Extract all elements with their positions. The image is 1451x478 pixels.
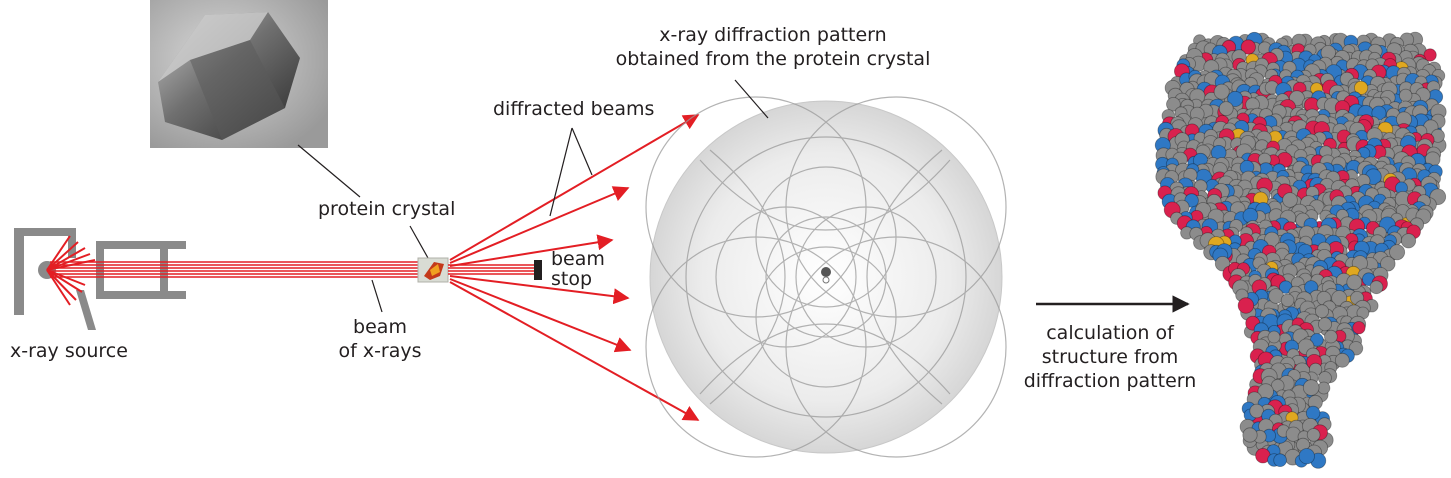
crystal-pointer-line (410, 226, 428, 258)
atom (1353, 322, 1365, 334)
calculation-label-line3: diffraction pattern (1005, 370, 1215, 392)
calculation-label-line1: calculation of (1005, 322, 1215, 344)
protein-crystal-photo (150, 0, 328, 148)
xray-beam (50, 262, 418, 277)
beam-pointer-line (372, 280, 382, 312)
atom (1325, 330, 1338, 343)
protein-space-filling-model (1155, 32, 1446, 468)
atom (1401, 234, 1415, 248)
pattern-title-line2: obtained from the protein crystal (603, 48, 943, 70)
atom (1318, 382, 1330, 394)
atom (1238, 298, 1254, 314)
atom (1370, 281, 1383, 294)
xray-source-apparatus (14, 228, 186, 330)
calculation-label-line2: structure from (1005, 346, 1215, 368)
transmitted-beam (448, 265, 534, 274)
atom (1299, 449, 1314, 464)
atom (1307, 429, 1320, 442)
protein-crystal (418, 258, 448, 282)
atom (1347, 275, 1362, 290)
atom (1214, 84, 1229, 99)
atom (1306, 406, 1320, 420)
photo-pointer-line (298, 145, 360, 197)
atom (1219, 102, 1233, 116)
diffracted-beams-pointer (550, 128, 592, 216)
protein-crystal-label: protein crystal (318, 198, 455, 220)
atom (1335, 353, 1349, 367)
beam-label-line1: beam (325, 316, 435, 338)
atom (1268, 331, 1280, 343)
atom (1399, 89, 1412, 102)
diffracted-beam-5 (450, 279, 630, 350)
beam-stop-label-line1: beam (551, 248, 605, 270)
diffraction-pattern (646, 97, 1006, 457)
atom (1281, 294, 1294, 307)
atom (1318, 318, 1331, 331)
pattern-pointer-line (735, 80, 768, 118)
beam-stop (534, 260, 542, 280)
atom (1303, 380, 1319, 396)
beam-stop-label-line2: stop (551, 268, 592, 290)
diffracted-beams-label: diffracted beams (493, 98, 654, 120)
atom (1274, 454, 1287, 467)
xray-source-label: x-ray source (10, 340, 128, 362)
atom (1243, 428, 1257, 442)
beam-label-line2: of x-rays (325, 340, 435, 362)
pattern-title-line1: x-ray diffraction pattern (603, 24, 943, 46)
